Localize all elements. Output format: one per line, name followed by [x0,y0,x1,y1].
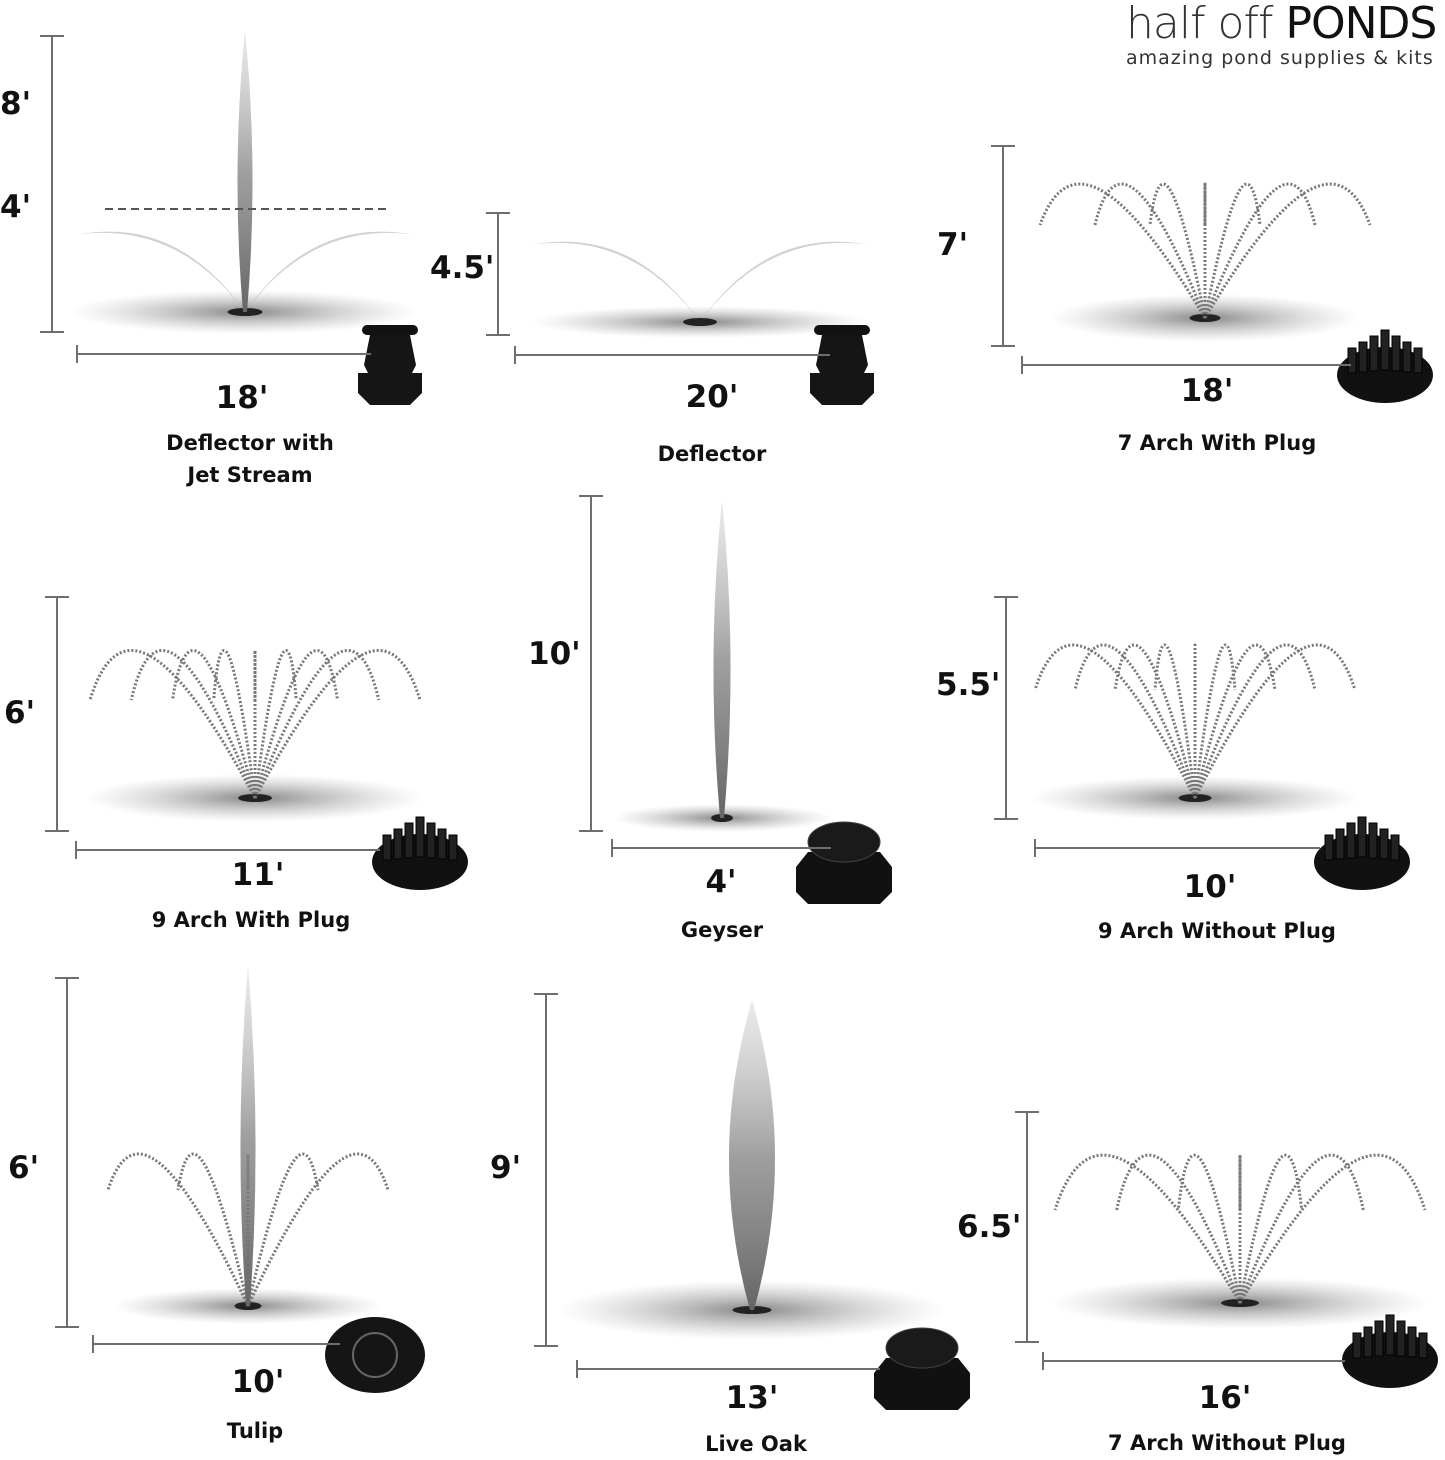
width-dimension-line [611,839,831,857]
water-arch [1053,1153,1242,1304]
water-arch [1193,643,1357,799]
nozzle-base [683,318,717,326]
height-label: 8' [0,86,32,122]
water-arch [1203,182,1262,319]
water-arch [1203,182,1317,319]
deflector-nozzle-icon [814,325,870,335]
mid-height-label: 4' [0,189,32,225]
height-dimension-line [579,495,603,832]
water-arch [253,649,339,799]
water-arch [1038,182,1207,319]
water-arch [1153,643,1197,799]
width-label: 10' [1183,869,1237,905]
geyser-nozzle-icon [874,1358,970,1410]
height-dimension-line [534,993,558,1347]
water-arch [1093,182,1207,319]
height-label: 5.5' [936,667,1001,703]
water-arch [1033,643,1197,799]
height-dimension-line [45,596,69,832]
water-arch [1193,643,1317,799]
water-arch [1193,643,1237,799]
water-arch [1238,1153,1427,1304]
water-arch [129,649,257,799]
width-dimension-line [576,1360,880,1378]
height-dimension-line [486,212,510,336]
water-arch [1203,182,1372,319]
height-label: 7' [937,227,969,263]
width-dimension-line [1021,356,1351,374]
height-label: 6' [4,695,36,731]
width-label: 13' [725,1380,779,1416]
water-arch [1193,643,1277,799]
water-arch [1238,1153,1365,1304]
geyser-nozzle-icon [796,852,892,904]
pattern-name: Live Oak [705,1432,807,1456]
width-label: 20' [685,379,739,415]
water-arch [1148,182,1207,319]
height-dimension-line [1015,1111,1039,1343]
pattern-name: 7 Arch With Plug [1117,431,1317,455]
pattern-name: 9 Arch With Plug [151,908,351,932]
height-label: 9' [490,1150,522,1186]
height-dimension-line [994,596,1018,820]
water-jet [728,1000,776,1310]
width-label: 18' [215,380,269,416]
logo-brand-light: half off [1126,0,1273,49]
water-arch [106,1152,250,1307]
water-arch [1073,643,1197,799]
height-dimension-line [991,145,1015,347]
width-label: 10' [231,1364,285,1400]
height-label: 4.5' [430,250,495,286]
height-dimension-line [55,977,79,1328]
width-dimension-line [92,1335,340,1353]
water-arch [1238,1153,1304,1304]
height-label: 10' [528,636,581,672]
water-arch [246,1152,390,1307]
height-label: 6' [8,1150,40,1186]
logo-tagline: amazing pond supplies & kits [1126,47,1434,69]
width-label: 16' [1198,1380,1252,1416]
width-label: 18' [1180,373,1234,409]
tulip-nozzle-icon [325,1317,425,1393]
pattern-name: 9 Arch Without Plug [1098,919,1336,943]
width-dimension-line [75,841,380,859]
water-jet [240,965,256,1306]
water-arch [253,649,298,799]
water-arch [212,649,257,799]
width-label: 11' [231,857,285,893]
pattern-name: Geyser [680,918,764,942]
width-dimension-line [1034,839,1320,857]
water-arch [176,1152,250,1307]
water-arch [88,648,257,799]
width-dimension-line [514,346,830,364]
water-arch [1115,1153,1242,1304]
pattern-name: Deflector with Jet Stream [166,431,334,487]
water-arch [171,649,257,799]
pattern-name: 7 Arch Without Plug [1108,1431,1346,1455]
water-arch [253,649,381,799]
pattern-name: Deflector [657,442,767,466]
width-dimension-line [1042,1352,1345,1370]
pattern-name: Tulip [226,1419,284,1443]
water-arch [1176,1153,1242,1304]
height-label: 6.5' [957,1209,1022,1245]
width-label: 4' [705,864,737,900]
water-jet [237,30,253,312]
water-arch [1113,643,1197,799]
water-arch [246,1152,320,1307]
logo-brand-bold: PONDS [1285,0,1437,49]
water-arch [253,648,422,799]
width-dimension-line [76,345,371,363]
water-jet [713,500,731,818]
deflector-nozzle-icon [362,325,418,335]
height-dimension-line [40,35,64,333]
